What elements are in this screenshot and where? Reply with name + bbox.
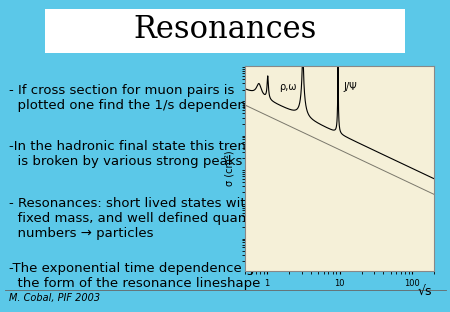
Text: - If cross section for muon pairs is
  plotted one find the 1/s dependence: - If cross section for muon pairs is plo…	[9, 84, 261, 112]
Text: ρ,ω: ρ,ω	[279, 82, 297, 92]
Text: - Resonances: short lived states with
  fixed mass, and well defined quantum
  n: - Resonances: short lived states with fi…	[9, 197, 273, 240]
Y-axis label: σ (cm²): σ (cm²)	[225, 151, 235, 186]
Text: J/Ψ: J/Ψ	[343, 82, 357, 92]
FancyBboxPatch shape	[45, 9, 405, 53]
Text: M. Cobal, PIF 2003: M. Cobal, PIF 2003	[9, 293, 100, 303]
Text: -In the hadronic final state this trend
  is broken by various strong peaks: -In the hadronic final state this trend …	[9, 140, 254, 168]
Text: -The exponential time dependence gives
  the form of the resonance lineshape: -The exponential time dependence gives t…	[9, 262, 281, 290]
Text: √s: √s	[418, 285, 432, 298]
Text: Resonances: Resonances	[133, 14, 317, 45]
